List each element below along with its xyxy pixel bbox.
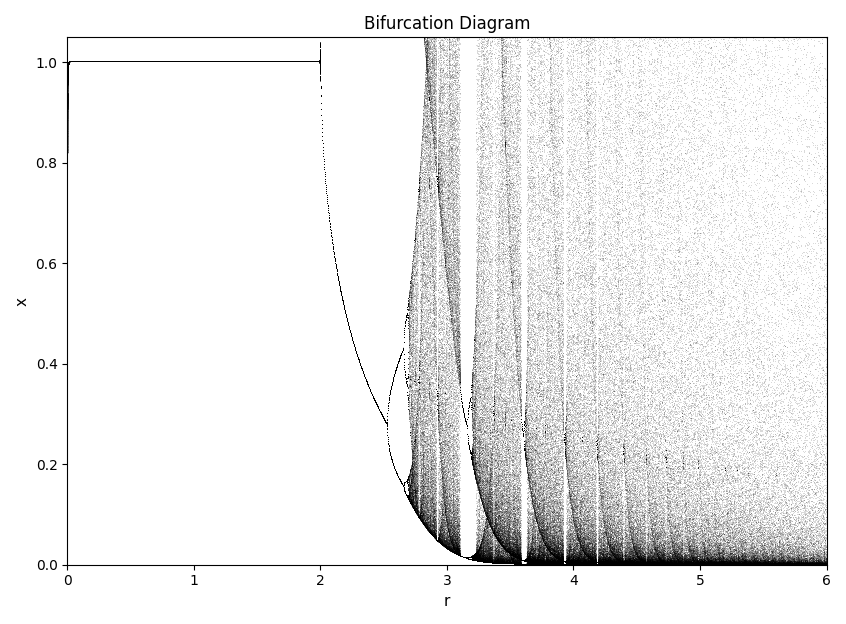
Title: Bifurcation Diagram: Bifurcation Diagram bbox=[364, 15, 530, 33]
X-axis label: r: r bbox=[444, 594, 450, 609]
Y-axis label: x: x bbox=[15, 296, 30, 306]
